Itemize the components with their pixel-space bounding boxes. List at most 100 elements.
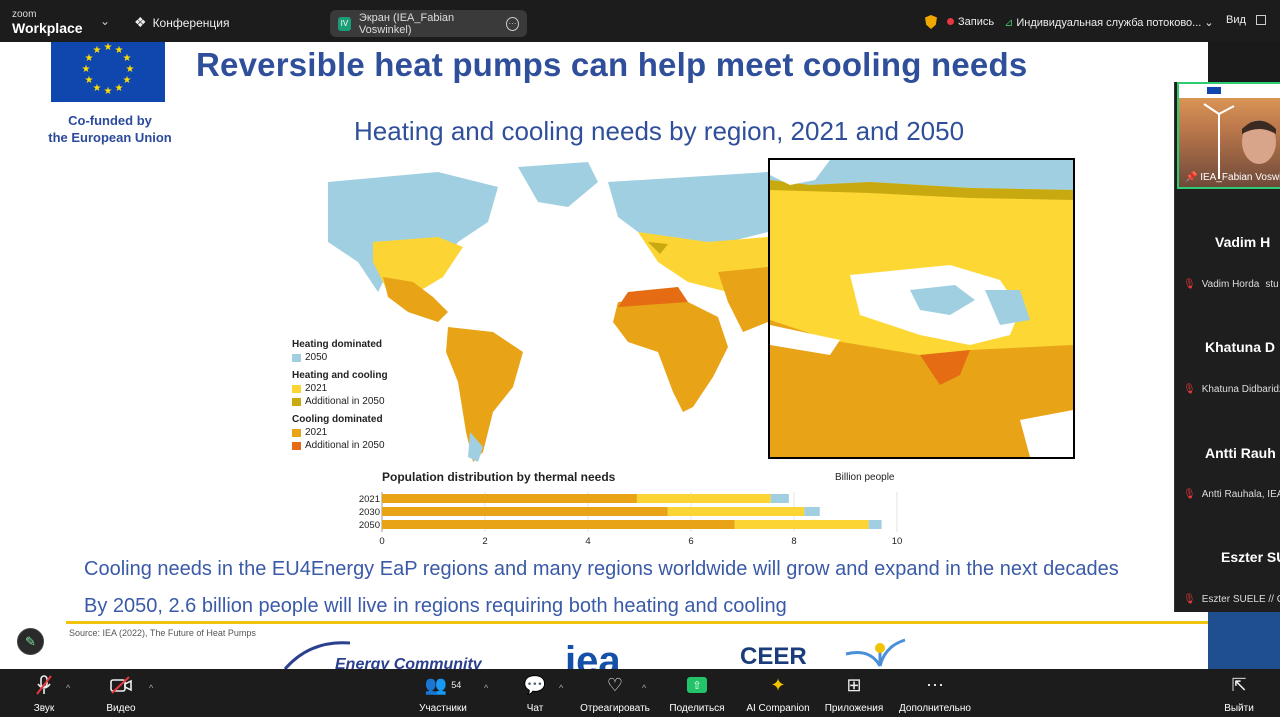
share-label: Поделиться xyxy=(669,703,725,714)
recording-label: Запись xyxy=(958,16,995,28)
sparkle-icon: ✦ xyxy=(770,674,786,695)
bar-segment xyxy=(868,520,882,529)
legend-swatch xyxy=(292,384,301,393)
bar-segment xyxy=(636,494,771,503)
logo-zoom-text: zoom xyxy=(12,9,37,20)
svg-text:★: ★ xyxy=(93,45,102,56)
participant-name-bar: 🎙 Khatuna Didbaridz xyxy=(1183,384,1280,395)
meeting-label: Конференция xyxy=(152,15,230,30)
speaker-name: IEA_Fabian Voswinkel xyxy=(1200,172,1280,183)
video-options-caret[interactable]: ^ xyxy=(149,683,154,693)
participant-tile[interactable]: Eszter SUE 🎙 Eszter SUELE // CE xyxy=(1175,507,1280,611)
share-screen-button[interactable]: ⇧ Поделиться xyxy=(652,673,742,714)
energy-community-logo: Energy Community xyxy=(335,656,483,669)
x-tick-label: 10 xyxy=(892,536,903,547)
meeting-info-button[interactable]: ❖ Конференция xyxy=(134,14,229,31)
speaker-name-label: 📌 IEA_Fabian Voswinkel xyxy=(1185,172,1280,183)
shield-icon[interactable] xyxy=(925,15,937,29)
more-options-icon[interactable]: ··· xyxy=(505,16,520,31)
recording-indicator[interactable]: Запись xyxy=(947,16,994,28)
partner-logos: Energy Community iea CEER xyxy=(283,638,906,669)
population-chart-unit: Billion people xyxy=(835,472,895,483)
svg-text:★: ★ xyxy=(126,64,135,75)
y-category-label: 2050 xyxy=(359,520,380,531)
participant-name-bar: 🎙 Eszter SUELE // CE xyxy=(1183,594,1280,605)
leave-label: Выйти xyxy=(1224,703,1254,714)
grid-icon xyxy=(1255,15,1266,25)
divider-line xyxy=(66,621,1208,624)
paw-icon: ❖ xyxy=(134,14,147,30)
chat-button[interactable]: 💬 Чат xyxy=(490,673,580,715)
participant-tile[interactable]: Antti Rauh 🎙 Antti Rauhala, IEA xyxy=(1175,402,1280,506)
bar-segment xyxy=(667,507,805,516)
participant-big-name: Eszter SUE xyxy=(1221,549,1280,565)
participants-panel: 📌 IEA_Fabian Voswinkel Vadim H 🎙 Vadim Ho… xyxy=(1174,82,1280,612)
screen-share-indicator[interactable]: IV Экран (IEA_Fabian Voswinkel) ··· xyxy=(330,10,527,37)
participant-name-extra: stu xyxy=(1265,279,1279,290)
bullet-cooling-needs: Cooling needs in the EU4Energy EaP regio… xyxy=(84,558,1119,580)
eu-stars-icon: ★ ★★★ ★★★★ ★★★★ xyxy=(82,42,135,97)
bar-segment xyxy=(770,494,789,503)
legend-heading-both: Heating and cooling xyxy=(292,370,388,381)
source-note: Source: IEA (2022), The Future of Heat P… xyxy=(69,628,256,638)
legend-heading-cooling: Cooling dominated xyxy=(292,414,383,425)
top-bar: zoom Workplace ⌄ ❖ Конференция IV Экран … xyxy=(0,0,1280,42)
reactions-label: Отреагировать xyxy=(580,703,650,714)
participant-tile[interactable]: Khatuna D 🎙 Khatuna Didbaridz xyxy=(1175,297,1280,401)
participant-name: Antti Rauhala, IEA xyxy=(1201,489,1280,500)
svg-text:★: ★ xyxy=(104,86,113,97)
apps-button[interactable]: ⊞ Приложения xyxy=(809,673,899,715)
leave-button[interactable]: ⇱ Выйти xyxy=(1194,673,1280,715)
svg-text:★: ★ xyxy=(85,53,94,64)
map-legend: Heating dominated 2050 Heating and cooli… xyxy=(292,338,388,452)
partner-emblem-dot xyxy=(875,643,885,653)
view-label: Вид xyxy=(1226,14,1246,26)
apps-icon: ⊞ xyxy=(846,674,862,695)
shared-slide: ★ ★ ★ ★ ★ ★ ★ ★ ★ ★ ★ ★ Co-funded by the European… xyxy=(0,42,1208,669)
legend-label: Additional in 2050 xyxy=(305,396,385,407)
bullet-2050-population: By 2050, 2.6 billion people will live in… xyxy=(84,595,787,617)
participants-button[interactable]: 👥 54 Участники xyxy=(398,673,488,715)
annotate-icon[interactable]: ✎ xyxy=(17,628,44,655)
svg-text:★: ★ xyxy=(82,64,91,75)
participant-tile[interactable]: Vadim H 🎙 Vadim Horda stu xyxy=(1175,192,1280,296)
legend-swatch xyxy=(292,397,301,406)
record-dot-icon xyxy=(947,18,954,25)
legend-label: Additional in 2050 xyxy=(305,440,385,451)
video-button[interactable]: Видео xyxy=(76,673,166,714)
slide-corner-decoration xyxy=(1208,612,1280,669)
audio-options-caret[interactable]: ^ xyxy=(66,683,71,693)
zoom-logo[interactable]: zoom Workplace xyxy=(12,9,83,36)
bar-segment xyxy=(382,494,637,503)
participants-icon: 👥 54 xyxy=(424,674,462,695)
legend-swatch xyxy=(292,428,301,437)
more-button[interactable]: ⋯ Дополнительно xyxy=(890,673,980,715)
ai-companion-button[interactable]: ✦ AI Companion xyxy=(733,673,823,715)
participant-name-bar: 🎙 Vadim Horda stu xyxy=(1183,279,1279,290)
chevron-down-icon: ⌄ xyxy=(1204,16,1214,29)
chat-label: Чат xyxy=(526,703,544,714)
chevron-down-icon[interactable]: ⌄ xyxy=(100,14,111,28)
audio-button[interactable]: Звук xyxy=(0,673,89,714)
legend-swatch xyxy=(292,441,301,450)
leave-icon: ⇱ xyxy=(1231,674,1247,695)
participants-options-caret[interactable]: ^ xyxy=(484,683,489,693)
partner-emblem-icon xyxy=(845,638,906,667)
active-speaker-video[interactable]: 📌 IEA_Fabian Voswinkel xyxy=(1177,82,1280,189)
sharer-avatar: IV xyxy=(338,16,351,31)
reactions-button[interactable]: ♡ Отреагировать xyxy=(570,673,660,715)
chat-icon: 💬 xyxy=(523,674,547,695)
inset-map-graphic xyxy=(770,160,1073,457)
livestream-indicator[interactable]: ⊿ Индивидуальная служба потоково... ⌄ xyxy=(1004,16,1214,29)
legend-heading-heating: Heating dominated xyxy=(292,339,383,350)
reactions-options-caret[interactable]: ^ xyxy=(642,683,647,693)
view-button[interactable]: Вид xyxy=(1226,14,1266,26)
svg-text:★: ★ xyxy=(85,75,94,86)
meeting-toolbar: Звук ^ Видео ^ 👥 54 Участники ^ 💬 Чат ^ ♡… xyxy=(0,669,1280,717)
legend-label: 2021 xyxy=(305,383,328,394)
x-tick-label: 2 xyxy=(482,536,487,547)
bar-segment xyxy=(382,507,668,516)
chat-options-caret[interactable]: ^ xyxy=(559,683,564,693)
participants-label: Участники xyxy=(419,703,467,714)
